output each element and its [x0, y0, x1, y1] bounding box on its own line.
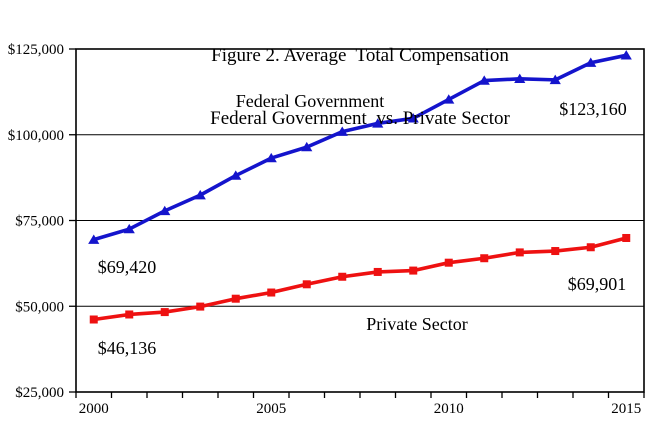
square-marker: [338, 272, 347, 281]
square-marker: [231, 294, 240, 303]
square-marker: [444, 258, 453, 267]
triangle-marker: [372, 118, 384, 128]
square-marker: [515, 248, 524, 257]
square-marker: [409, 266, 418, 275]
chart-title-line2: Federal Government vs. Private Sector: [210, 108, 510, 129]
square-marker: [622, 233, 631, 242]
square-marker: [89, 315, 98, 324]
y-axis-label: $50,000: [15, 299, 64, 315]
triangle-marker: [514, 73, 526, 84]
triangle-marker: [159, 205, 171, 216]
square-marker: [160, 308, 169, 317]
square-marker: [302, 280, 311, 289]
series-line-private-sector: [93, 236, 627, 322]
x-axis-label: 2005: [256, 401, 286, 417]
square-marker: [551, 247, 560, 256]
x-axis-label: 2000: [79, 401, 109, 417]
x-axis-label: 2015: [611, 401, 641, 417]
chart-annotation: $69,901: [568, 274, 627, 294]
square-marker: [586, 243, 595, 252]
triangle-marker: [443, 94, 455, 104]
square-marker: [125, 310, 134, 319]
square-marker: [196, 302, 205, 311]
x-axis-label: 2010: [434, 401, 464, 417]
chart-annotation: Federal Government: [236, 91, 384, 111]
chart-annotation: $69,420: [98, 257, 157, 277]
chart-title: Figure 2. Average Total Compensation Fed…: [76, 3, 644, 171]
square-marker: [373, 267, 382, 276]
triangle-marker: [123, 223, 135, 234]
chart-annotation: Private Sector: [366, 314, 467, 334]
chart-annotation: $123,160: [559, 99, 627, 119]
square-marker: [267, 288, 276, 297]
y-axis-label: $100,000: [8, 128, 64, 144]
triangle-marker: [88, 234, 100, 244]
triangle-marker: [549, 74, 561, 85]
chart-title-line1: Figure 2. Average Total Compensation: [211, 45, 509, 66]
y-axis-label: $75,000: [15, 214, 64, 230]
triangle-marker: [265, 152, 277, 163]
triangle-marker: [194, 189, 206, 200]
triangle-marker: [301, 141, 313, 152]
chart-annotation: $46,136: [98, 338, 157, 358]
y-axis-label: $25,000: [15, 385, 64, 401]
triangle-marker: [478, 75, 490, 85]
triangle-marker: [620, 50, 632, 60]
triangle-marker: [407, 113, 419, 123]
series-line-federal-government: [93, 53, 627, 242]
triangle-marker: [336, 126, 348, 136]
triangle-marker: [230, 170, 242, 180]
triangle-marker: [585, 57, 597, 67]
y-axis-label: $125,000: [8, 42, 64, 58]
square-marker: [480, 254, 489, 263]
